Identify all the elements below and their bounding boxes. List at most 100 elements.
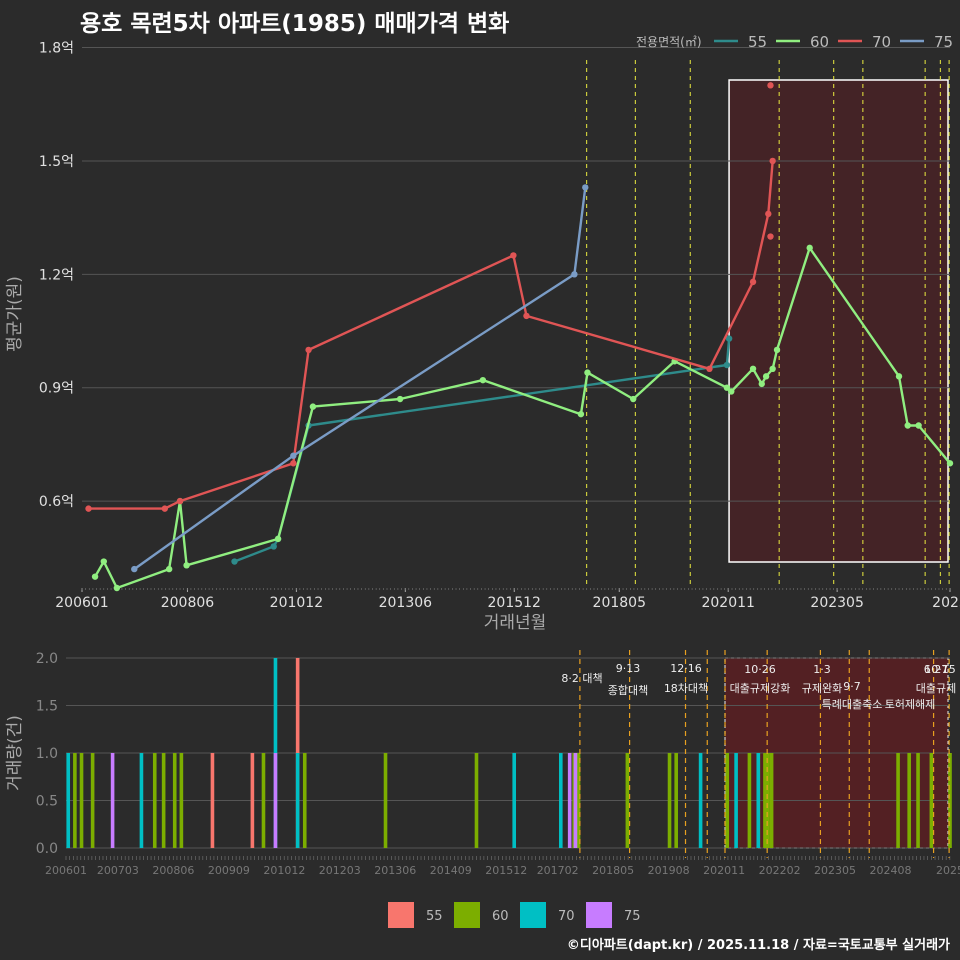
bar-x-tick-label: 200909 bbox=[208, 864, 250, 877]
policy-label: 토허제해제 bbox=[885, 697, 936, 711]
x-tick-label: 201012 bbox=[270, 595, 323, 611]
bar-x-tick-label: 201805 bbox=[592, 864, 634, 877]
bar-x-tick-label: 201203 bbox=[319, 864, 361, 877]
x-tick-label: 2025 bbox=[932, 595, 960, 611]
bar-x-tick-label: 202202 bbox=[759, 864, 801, 877]
series-60-point bbox=[723, 384, 731, 391]
bar-y-tick-label: 1.0 bbox=[36, 746, 58, 762]
credit-text: ©디아파트(dapt.kr) / 2025.11.18 / 자료=국토교통부 실… bbox=[566, 938, 950, 953]
series-70-point bbox=[523, 312, 530, 320]
bar-x-tick-label: 201306 bbox=[374, 864, 416, 877]
series-70-line bbox=[88, 160, 774, 510]
bar-55 bbox=[210, 753, 215, 848]
series-60-point bbox=[749, 365, 757, 372]
policy-label: 18차대책 bbox=[664, 682, 708, 695]
bar-legend-swatch-70 bbox=[520, 902, 546, 928]
x-tick-label: 201805 bbox=[593, 595, 646, 611]
series-70-point bbox=[161, 505, 168, 512]
x-tick-label: 200601 bbox=[55, 595, 108, 611]
bar-legend-swatch-60 bbox=[454, 902, 480, 928]
series-70-point bbox=[706, 365, 713, 372]
bar-60 bbox=[674, 753, 678, 848]
policy-label: 규제완화 bbox=[802, 682, 842, 695]
policy-label: 특례대출축소 bbox=[822, 698, 883, 711]
series-60-point bbox=[773, 346, 781, 354]
bar-60 bbox=[929, 753, 934, 848]
bar-60 bbox=[79, 753, 84, 848]
bar-x-tick-label: 200601 bbox=[45, 864, 87, 877]
policy-date: 9·7 bbox=[843, 680, 861, 693]
policy-label: 대출규제강화 bbox=[730, 682, 791, 695]
bar-70 bbox=[559, 753, 563, 848]
policy-label: 대출규제 bbox=[916, 682, 956, 695]
x-tick-label: 200806 bbox=[161, 595, 215, 611]
bar-60 bbox=[179, 753, 184, 848]
bar-55 bbox=[250, 753, 255, 848]
policy-date: 10·26 bbox=[744, 663, 776, 676]
series-70-point bbox=[176, 497, 184, 505]
y-tick-label: 0.6억 bbox=[39, 494, 74, 510]
bar-x-tick-label: 200806 bbox=[152, 864, 194, 877]
bar-y-tick-label: 1.5 bbox=[36, 699, 58, 715]
series-60-point bbox=[946, 460, 954, 467]
series-60-point bbox=[584, 369, 591, 376]
policy-date: 9·13 bbox=[616, 662, 641, 675]
highlight-box bbox=[728, 79, 949, 563]
bar-x-tick-label: 202408 bbox=[870, 864, 912, 877]
bar-60 bbox=[763, 753, 767, 848]
bar-x-tick-label: 200703 bbox=[97, 864, 139, 877]
series-60-point bbox=[904, 422, 911, 429]
bar-x-tick-label: 2025 bbox=[936, 864, 960, 877]
series-60-point bbox=[479, 376, 487, 384]
series-75-line bbox=[133, 187, 587, 571]
bar-60 bbox=[261, 753, 266, 848]
series-60-point bbox=[113, 584, 121, 592]
bar-60 bbox=[747, 753, 752, 848]
series-60-point bbox=[769, 365, 776, 372]
series-60-point bbox=[577, 410, 585, 418]
bar-legend-label-55: 55 bbox=[426, 909, 443, 924]
bar-x-tick-label: 202011 bbox=[703, 864, 745, 877]
bar-70 bbox=[295, 753, 300, 848]
series-70-point bbox=[765, 210, 772, 218]
series-55-point bbox=[725, 335, 733, 342]
series-70-point bbox=[767, 82, 774, 89]
bar-x-tick-label: 201702 bbox=[537, 864, 579, 877]
legend-label-75: 75 bbox=[934, 33, 953, 51]
legend-label-55: 55 bbox=[748, 33, 767, 51]
bar-75 bbox=[110, 753, 115, 848]
x-tick-label: 201306 bbox=[379, 595, 433, 611]
y-tick-label: 0.9억 bbox=[39, 381, 74, 397]
bar-60 bbox=[625, 753, 630, 848]
bar-60 bbox=[916, 753, 920, 848]
legend-title: 전용면적(㎡) bbox=[636, 35, 702, 49]
bar-60 bbox=[576, 753, 581, 848]
series-60-point bbox=[728, 388, 735, 395]
bar-y-tick-label: 2.0 bbox=[36, 651, 58, 667]
bar-60 bbox=[73, 753, 77, 848]
series-60-point bbox=[806, 244, 813, 252]
series-70-point bbox=[305, 346, 312, 354]
series-60-point bbox=[915, 422, 922, 429]
policy-date: 12·16 bbox=[670, 662, 702, 675]
y-tick-label: 1.5억 bbox=[39, 154, 74, 170]
x-tick-label: 202011 bbox=[701, 595, 754, 611]
bar-legend-label-60: 60 bbox=[492, 909, 509, 924]
policy-label: 종합대책 bbox=[608, 684, 648, 697]
series-55-point bbox=[231, 558, 238, 565]
series-60-point bbox=[165, 565, 173, 573]
bar-70 bbox=[66, 753, 71, 848]
bar-60 bbox=[383, 753, 388, 848]
bar-75 bbox=[567, 753, 572, 848]
x-axis-label: 거래년월 bbox=[484, 613, 547, 633]
series-70-point bbox=[749, 278, 757, 286]
series-75-point bbox=[131, 565, 138, 573]
policy-date: 6·27 bbox=[924, 663, 949, 676]
bar-70 bbox=[734, 753, 738, 848]
series-70-point bbox=[769, 157, 776, 165]
series-60-point bbox=[758, 380, 765, 388]
bar-x-tick-label: 201409 bbox=[430, 864, 472, 877]
bar-60 bbox=[90, 753, 95, 848]
bar-75 bbox=[573, 753, 578, 848]
